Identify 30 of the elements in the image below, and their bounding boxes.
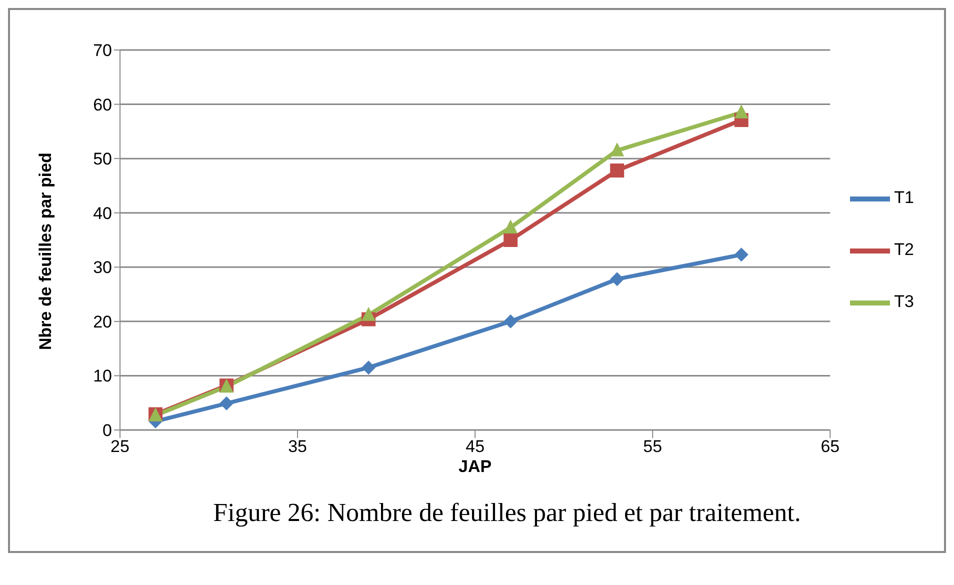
legend-label: T2	[894, 240, 914, 259]
point	[220, 396, 234, 410]
point	[504, 220, 518, 234]
point	[362, 360, 376, 375]
point	[734, 104, 748, 118]
y-tick-label: 50	[93, 150, 112, 169]
y-tick-label: 10	[93, 366, 112, 386]
point	[504, 233, 518, 247]
y-tick-label: 30	[93, 258, 112, 278]
text: Figure 26: Nombre de feuilles par pied et par traitement.	[212, 498, 802, 528]
point	[362, 306, 376, 321]
legend-label: T3	[894, 292, 914, 311]
y-tick-label: 70	[93, 41, 112, 60]
x-tick-label: 55	[643, 437, 662, 456]
y-tick-label: 40	[93, 204, 112, 223]
y-tick-label: 0	[102, 421, 112, 440]
point	[504, 314, 518, 328]
y-axis-title: Nbre de feuilles par pied	[36, 152, 56, 350]
legend-label: T1	[894, 188, 914, 207]
y-tick-label: 20	[93, 312, 112, 332]
point	[610, 142, 624, 156]
x-tick-label: 25	[110, 437, 130, 456]
x-axis-title: JAP	[458, 457, 492, 476]
x-tick-label: 35	[288, 437, 307, 456]
x-tick-label: 45	[466, 437, 485, 456]
x-tick-label: 65	[820, 437, 840, 456]
y-tick-label: 60	[93, 95, 112, 114]
point	[610, 164, 624, 178]
point	[610, 272, 624, 286]
point	[734, 248, 748, 262]
